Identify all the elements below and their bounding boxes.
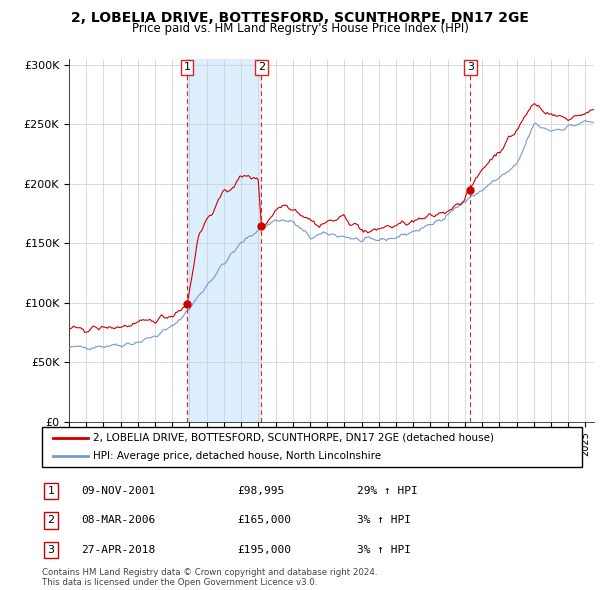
- Text: £195,000: £195,000: [237, 545, 291, 555]
- Text: £98,995: £98,995: [237, 486, 284, 496]
- Text: 1: 1: [184, 63, 191, 73]
- Text: 3% ↑ HPI: 3% ↑ HPI: [357, 545, 411, 555]
- Text: 29% ↑ HPI: 29% ↑ HPI: [357, 486, 418, 496]
- Text: 2, LOBELIA DRIVE, BOTTESFORD, SCUNTHORPE, DN17 2GE: 2, LOBELIA DRIVE, BOTTESFORD, SCUNTHORPE…: [71, 11, 529, 25]
- Bar: [187, 59, 262, 422]
- Text: HPI: Average price, detached house, North Lincolnshire: HPI: Average price, detached house, Nort…: [94, 451, 382, 461]
- Text: 3: 3: [47, 545, 55, 555]
- Text: Contains HM Land Registry data © Crown copyright and database right 2024.
This d: Contains HM Land Registry data © Crown c…: [42, 568, 377, 587]
- Text: 08-MAR-2006: 08-MAR-2006: [81, 516, 155, 525]
- Text: Price paid vs. HM Land Registry's House Price Index (HPI): Price paid vs. HM Land Registry's House …: [131, 22, 469, 35]
- Text: 09-NOV-2001: 09-NOV-2001: [81, 486, 155, 496]
- Text: £165,000: £165,000: [237, 516, 291, 525]
- Text: 2: 2: [258, 63, 265, 73]
- Text: 3: 3: [467, 63, 474, 73]
- Text: 1: 1: [47, 486, 55, 496]
- Text: 2, LOBELIA DRIVE, BOTTESFORD, SCUNTHORPE, DN17 2GE (detached house): 2, LOBELIA DRIVE, BOTTESFORD, SCUNTHORPE…: [94, 433, 494, 443]
- Text: 3% ↑ HPI: 3% ↑ HPI: [357, 516, 411, 525]
- Text: 27-APR-2018: 27-APR-2018: [81, 545, 155, 555]
- Text: 2: 2: [47, 516, 55, 525]
